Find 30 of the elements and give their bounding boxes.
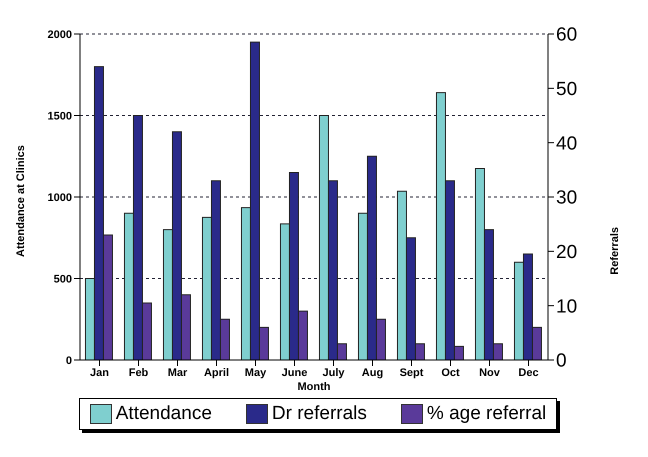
x-tick-label: Nov	[479, 366, 501, 379]
x-tick-label: Oct	[441, 366, 460, 379]
x-tick-label: Sept	[400, 366, 424, 379]
x-tick-label: Aug	[362, 366, 384, 379]
x-tick-label: Feb	[128, 366, 149, 379]
x-tick-label: Mar	[168, 366, 188, 379]
y-tick-label: 1000	[48, 192, 72, 204]
x-axis-title: Month	[298, 381, 331, 393]
y-tick-label: 500	[54, 273, 72, 286]
y2-tick-label: 0	[556, 350, 567, 372]
y2-tick-label: 10	[556, 296, 578, 318]
y2-tick-label: 50	[556, 79, 578, 100]
x-tick-label: April	[204, 366, 230, 379]
y2-tick-label: 30	[556, 188, 578, 209]
x-tick-label: Dec	[518, 366, 539, 379]
legend-label: Attendance	[114, 403, 212, 425]
legend-label: Dr referrals	[270, 403, 367, 425]
y2-tick-label: 20	[556, 242, 578, 264]
y-tick-label: 2000	[48, 28, 72, 41]
y2-tick-label: 60	[556, 24, 578, 46]
y-axis-title: Attendance at Clinics	[14, 145, 27, 257]
legend-label: % age referral	[426, 403, 546, 425]
y2-axis-title: Referrals	[608, 227, 621, 275]
y-tick-label: 1500	[48, 110, 72, 122]
x-tick-label: June	[282, 366, 308, 379]
x-tick-label: July	[322, 366, 346, 379]
x-tick-label: May	[244, 366, 268, 379]
y-tick-label: 0	[66, 354, 72, 367]
y2-tick-label: 40	[556, 133, 578, 154]
x-tick-label: Jan	[90, 366, 110, 379]
